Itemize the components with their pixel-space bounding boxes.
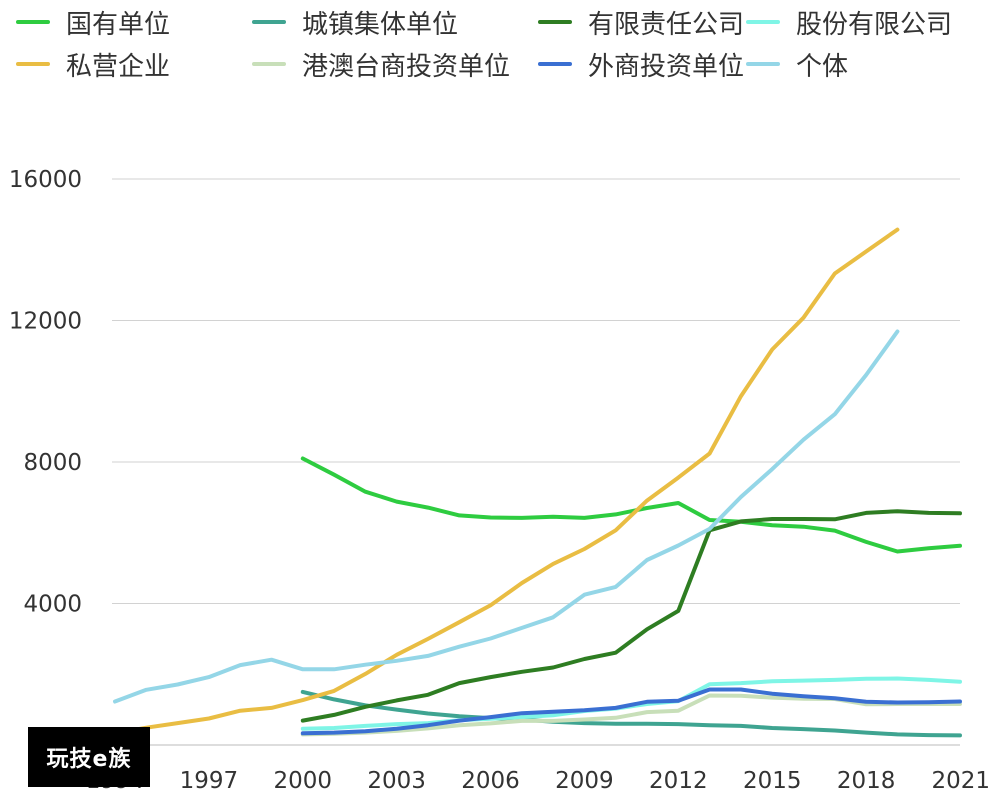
chart-legend: 国有单位 城镇集体单位 有限责任公司 股份有限公司私营企业 港澳台商投资单位 外商投资单位… bbox=[16, 2, 986, 92]
x-tick-label: 2015 bbox=[743, 768, 802, 794]
legend-item: 有限责任公司 bbox=[538, 2, 744, 42]
legend-swatch bbox=[746, 62, 780, 66]
x-tick-label: 2018 bbox=[837, 768, 896, 794]
legend-item: 港澳台商投资单位 bbox=[252, 44, 510, 84]
legend-item: 国有单位 bbox=[16, 2, 170, 42]
y-tick-label: 8000 bbox=[23, 450, 82, 476]
legend-swatch bbox=[538, 62, 572, 66]
series-line-0 bbox=[300, 456, 962, 554]
legend-item: 个体 bbox=[746, 44, 848, 84]
y-tick-label: 4000 bbox=[23, 592, 82, 618]
legend-swatch bbox=[538, 20, 572, 24]
x-tick-label: 2012 bbox=[649, 768, 708, 794]
series-line-6 bbox=[300, 687, 962, 736]
legend-label: 股份有限公司 bbox=[796, 9, 953, 40]
legend-label: 有限责任公司 bbox=[588, 9, 745, 40]
legend-swatch bbox=[16, 62, 50, 66]
legend-swatch bbox=[746, 20, 780, 24]
grid-lines bbox=[112, 178, 960, 746]
series-line-4 bbox=[113, 227, 900, 736]
legend-label: 私营企业 bbox=[66, 51, 171, 82]
legend-label: 港澳台商投资单位 bbox=[302, 51, 511, 82]
series-line-2 bbox=[300, 509, 962, 723]
legend-item: 私营企业 bbox=[16, 44, 170, 84]
x-tick-label: 1997 bbox=[180, 768, 239, 794]
legend-swatch bbox=[252, 62, 286, 66]
series-line-1 bbox=[300, 689, 962, 738]
legend-swatch bbox=[16, 20, 50, 24]
legend-label: 外商投资单位 bbox=[588, 51, 745, 82]
y-tick-label: 12000 bbox=[9, 309, 82, 335]
x-tick-label: 2021 bbox=[931, 768, 990, 794]
series-lines bbox=[113, 227, 962, 738]
legend-item: 股份有限公司 bbox=[746, 2, 952, 42]
legend-swatch bbox=[252, 20, 286, 24]
legend-label: 国有单位 bbox=[66, 9, 171, 40]
x-tick-label: 2006 bbox=[461, 768, 520, 794]
x-tick-label: 2003 bbox=[367, 768, 426, 794]
y-axis-ticks: 0400080001200016000 bbox=[9, 167, 82, 759]
legend-item: 外商投资单位 bbox=[538, 44, 744, 84]
legend-label: 个体 bbox=[796, 51, 849, 82]
series-line-7 bbox=[113, 329, 900, 704]
legend-item: 城镇集体单位 bbox=[252, 2, 458, 42]
watermark-logo: 玩技e族 bbox=[28, 727, 150, 787]
legend-label: 城镇集体单位 bbox=[302, 9, 459, 40]
x-tick-label: 2009 bbox=[555, 768, 614, 794]
x-axis-ticks: 1994199720002003200620092012201520182021 bbox=[86, 768, 990, 794]
x-tick-label: 2000 bbox=[274, 768, 333, 794]
y-tick-label: 16000 bbox=[9, 167, 82, 193]
